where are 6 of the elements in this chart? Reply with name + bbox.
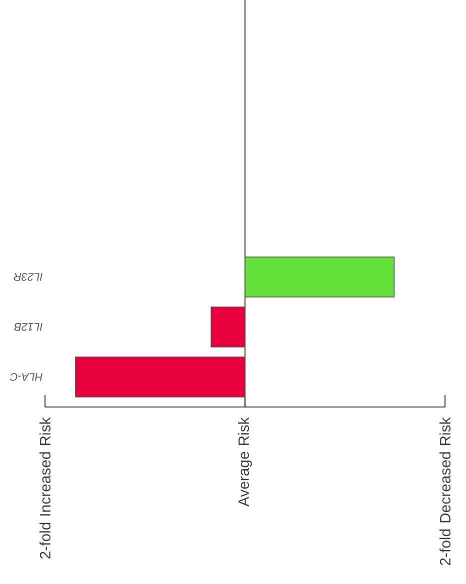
y-tick-label: IL23R: [14, 273, 42, 281]
text: 2-fold Increased Risk: [40, 417, 50, 558]
y-tick-label: IL12B: [14, 323, 42, 331]
text: 2-fold Decreased Risk: [440, 417, 450, 566]
text: Average Risk: [238, 417, 252, 507]
y-tick-label: HLA-C: [10, 373, 42, 381]
